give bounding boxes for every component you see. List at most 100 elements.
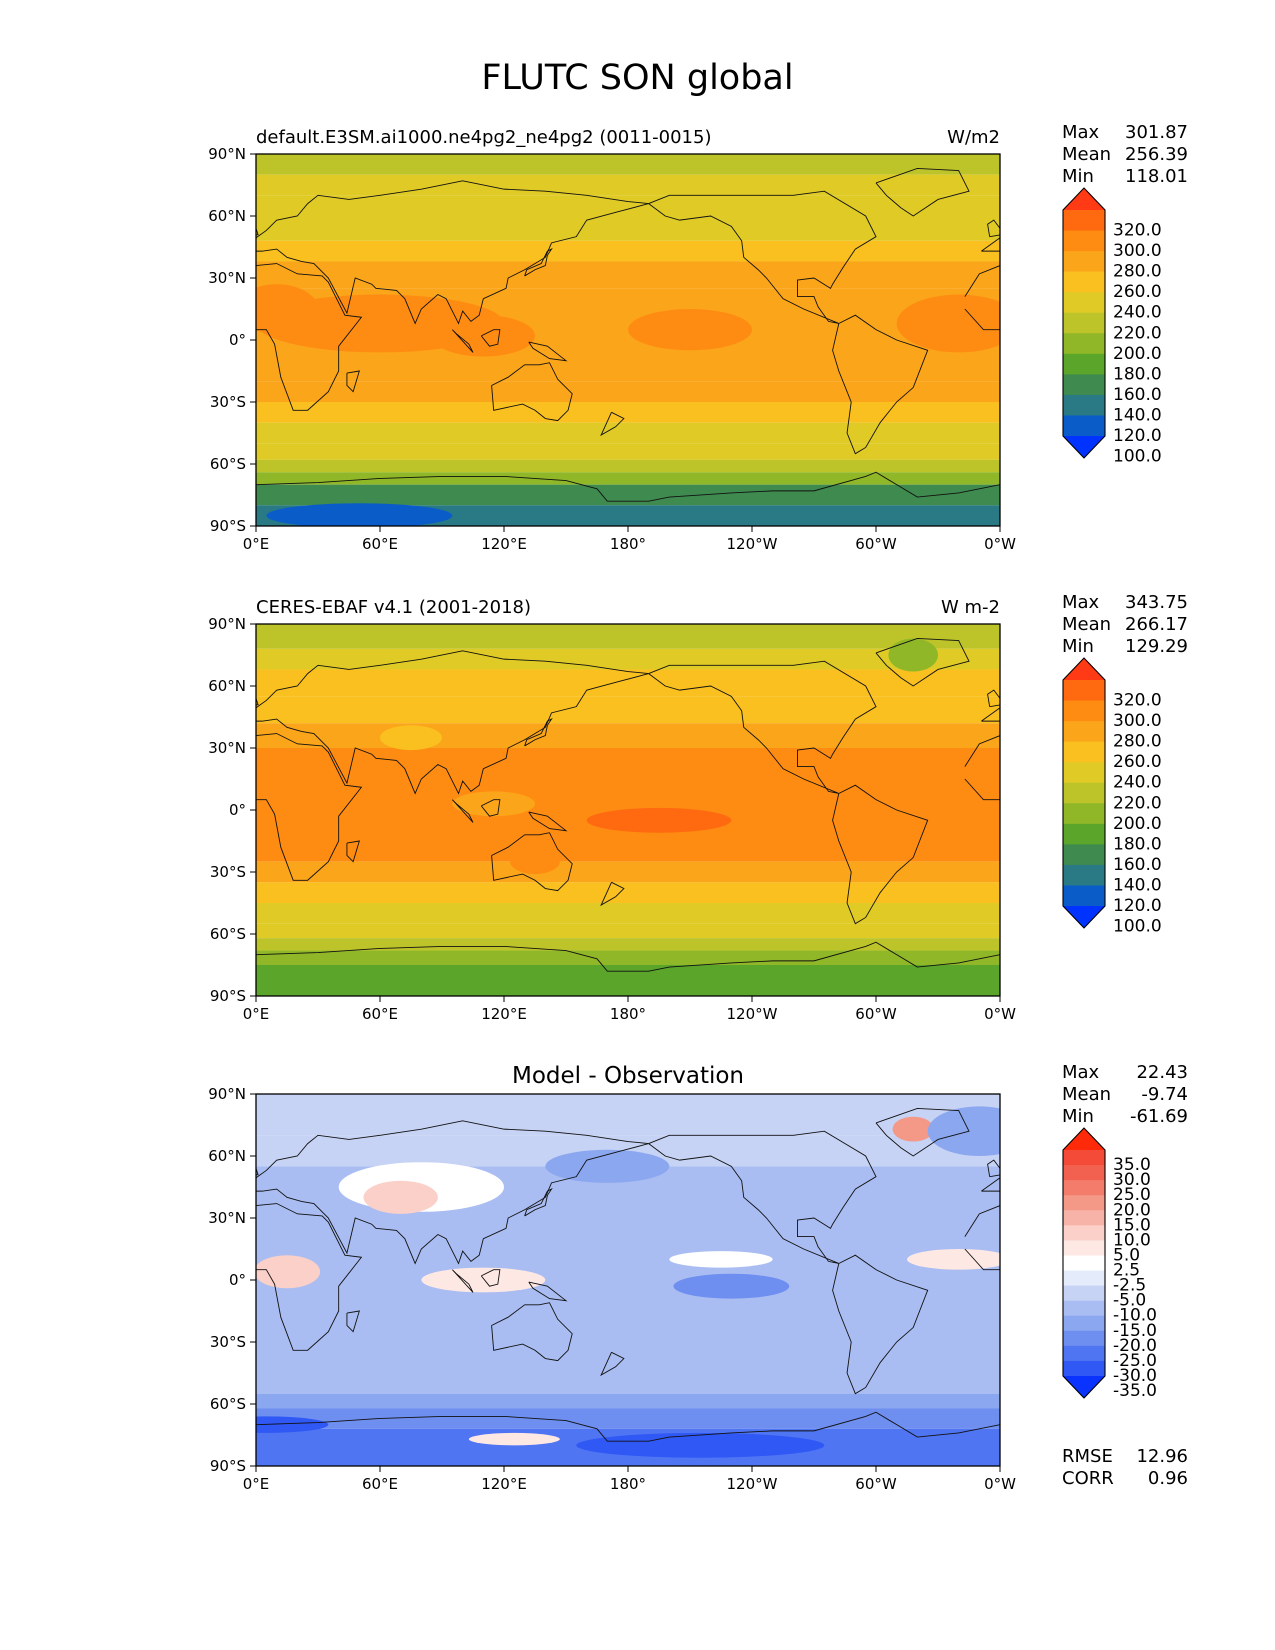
map-panel-diff: 90°N 60°N 30°N 0° 30°S 60°S 90°S0°E 60°E 120°E 18… [208, 1062, 1275, 1493]
colorbar-tick-label: -20.0 [1113, 1336, 1157, 1356]
coastline [648, 660, 877, 794]
coastline [1236, 1303, 1275, 1361]
colorbar-tick-label: 10.0 [1113, 1230, 1151, 1250]
contour-region [256, 1255, 321, 1289]
colorbar-tick-label: 200.0 [1113, 344, 1162, 364]
colorbar-segment [1063, 1240, 1105, 1256]
contour-band [256, 422, 1000, 444]
coastline [528, 811, 568, 832]
coastline [256, 1120, 649, 1265]
stat-label: Max [1062, 1062, 1100, 1083]
colorbar-segment [1063, 680, 1105, 702]
coastline [1269, 1189, 1275, 1216]
colorbar-tick-label: 2.5 [1113, 1261, 1140, 1281]
colorbar-extend-bottom [1063, 1376, 1105, 1398]
stat-value: 22.43 [1136, 1062, 1188, 1083]
contour-band [256, 443, 1000, 460]
colorbar-extend-bottom [1063, 436, 1105, 458]
colorbar-tick-label: 280.0 [1113, 262, 1162, 282]
coastline [1196, 800, 1217, 823]
lat-tick-label: 30°N [208, 269, 246, 287]
lat-tick-label: 30°N [208, 739, 246, 757]
contour-region [576, 1432, 825, 1458]
lat-tick-label: 30°N [208, 1209, 246, 1227]
lon-tick-label: 60°E [362, 535, 398, 553]
contour-band [256, 240, 1000, 262]
lon-tick-label: 120°E [481, 535, 527, 553]
stat-value: -61.69 [1130, 1106, 1188, 1127]
lat-tick-label: 0° [229, 801, 246, 819]
contour-field [256, 624, 1000, 996]
colorbar-segment [1063, 1255, 1105, 1272]
stat-label: Min [1062, 636, 1094, 657]
colorbar-segment [1063, 1270, 1105, 1287]
stat-value: 343.75 [1125, 592, 1188, 613]
colorbar-tick-label: 35.0 [1113, 1155, 1151, 1175]
coastline [832, 314, 929, 455]
colorbar-tick-label: 120.0 [1113, 426, 1162, 446]
contour-region [545, 1149, 670, 1183]
lat-tick-label: 60°N [208, 677, 246, 695]
contour-region [907, 1249, 1000, 1270]
lon-tick-label: 0°E [243, 535, 270, 553]
colorbar-segment [1063, 844, 1105, 866]
colorbar-outline [1062, 657, 1106, 929]
contour-band [256, 1408, 1000, 1429]
lat-tick-label: 60°N [208, 1147, 246, 1165]
contour-band [256, 402, 1000, 423]
lon-tick-label: 180° [610, 1005, 646, 1023]
coastline [1236, 363, 1275, 421]
contour-field [256, 154, 1000, 526]
colorbar-segment [1063, 1195, 1105, 1211]
colorbar-extend-bottom [1063, 906, 1105, 928]
colorbar-segment [1063, 251, 1105, 273]
contour-band [256, 624, 1000, 649]
colorbar-tick-label: -35.0 [1113, 1381, 1157, 1401]
coastlines [256, 638, 1217, 972]
contour-region [896, 294, 1000, 353]
coastlines [256, 1108, 1275, 1442]
contour-band [256, 484, 1000, 506]
panel-units: W m-2 [941, 597, 1000, 618]
coastline [1225, 1270, 1244, 1287]
lon-tick-label: 60°E [362, 1475, 398, 1493]
stat-label: Min [1062, 166, 1094, 187]
colorbar-segment [1063, 885, 1105, 907]
coastline [1269, 249, 1275, 276]
coastline [875, 168, 970, 217]
map-panel-obs: 90°N 60°N 30°N 0° 30°S 60°S 90°S0°E 60°E 120°E 18… [208, 592, 1217, 1023]
contour-band [256, 669, 1000, 697]
contour-band [256, 723, 1000, 748]
colorbar-tick-label: 300.0 [1113, 711, 1162, 731]
coastlines [256, 168, 1275, 502]
lat-tick-label: 60°S [210, 455, 246, 473]
colorbar-segment [1063, 312, 1105, 334]
colorbar-segment [1063, 741, 1105, 763]
stat-label: CORR [1062, 1468, 1114, 1489]
colorbar-outline [1062, 1127, 1106, 1399]
coastline [832, 784, 929, 925]
lon-tick-label: 120°E [481, 1005, 527, 1023]
coastline [491, 1302, 573, 1362]
coastline [256, 650, 649, 795]
lat-tick-label: 90°N [208, 1085, 246, 1103]
coastline [999, 954, 1000, 955]
colorbar-segment [1063, 374, 1105, 396]
contour-band [256, 195, 1000, 216]
contour-band [256, 1094, 1000, 1136]
coastline [600, 1351, 625, 1377]
stat-label: RMSE [1062, 1446, 1113, 1467]
lon-tick-label: 120°W [727, 1005, 778, 1023]
contour-region [421, 1267, 546, 1293]
contour-region [468, 1432, 560, 1446]
contour-band [256, 965, 1000, 996]
contour-band [256, 648, 1000, 670]
colorbar-tick-label: 100.0 [1113, 917, 1162, 937]
coastline [524, 1187, 553, 1217]
coastline [452, 799, 474, 823]
colorbar-tick-label: 300.0 [1113, 241, 1162, 261]
stat-label: Max [1062, 122, 1100, 143]
colorbar-segment [1063, 353, 1105, 375]
contour-band [256, 923, 1000, 939]
map-panel-model: 90°N 60°N 30°N 0° 30°S 60°S 90°S0°E 60°E 120°E 18… [208, 122, 1275, 553]
